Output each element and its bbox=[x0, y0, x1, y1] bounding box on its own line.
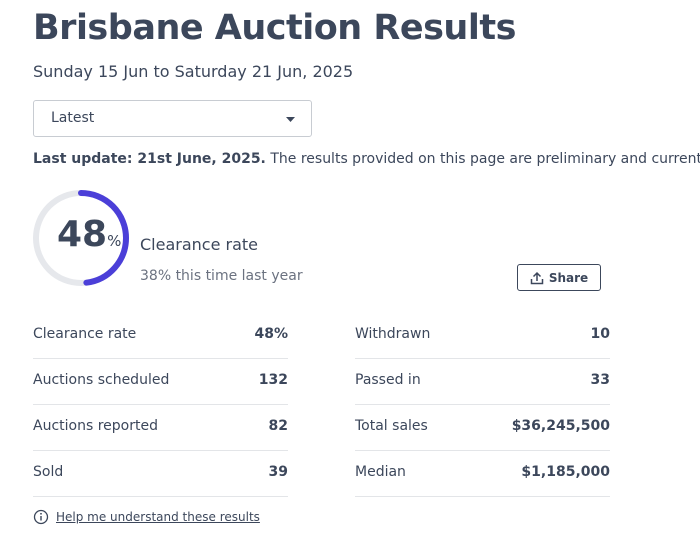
stat-row: Auctions scheduled 132 bbox=[33, 359, 288, 405]
stat-value: $1,185,000 bbox=[521, 464, 610, 480]
stat-row: Passed in 33 bbox=[355, 359, 610, 405]
stat-label: Withdrawn bbox=[355, 326, 431, 342]
share-label: Share bbox=[548, 270, 589, 285]
stat-row: Sold 39 bbox=[33, 451, 288, 497]
gauge-number: 48 bbox=[57, 214, 108, 255]
stat-value: 132 bbox=[258, 372, 288, 388]
dropdown[interactable]: Latest bbox=[33, 100, 312, 137]
stat-label: Median bbox=[355, 464, 406, 480]
stat-row: Clearance rate 48% bbox=[33, 313, 288, 359]
stat-row: Total sales $36,245,500 bbox=[355, 405, 610, 451]
help-text: Help me understand these results bbox=[56, 510, 260, 524]
gauge-arc bbox=[33, 190, 129, 286]
update-note: Last update: 21st June, 2025. The result… bbox=[33, 151, 700, 167]
dropdown-value: Latest bbox=[51, 110, 95, 126]
stat-value: 10 bbox=[590, 326, 610, 342]
gauge-label: Clearance rate bbox=[140, 235, 259, 254]
date-range: Sunday 15 Jun to Saturday 21 Jun, 2025 bbox=[33, 62, 354, 81]
stat-row: Withdrawn 10 bbox=[355, 313, 610, 359]
page-title: Brisbane Auction Results bbox=[33, 8, 516, 48]
gauge bbox=[33, 190, 129, 286]
stat-label: Auctions scheduled bbox=[33, 372, 170, 388]
stat-label: Passed in bbox=[355, 372, 421, 388]
share-icon bbox=[530, 271, 544, 284]
gauge-comparison: 38% this time last year bbox=[140, 268, 303, 284]
stat-value: $36,245,500 bbox=[511, 418, 610, 434]
stat-label: Clearance rate bbox=[33, 326, 137, 342]
stat-label: Total sales bbox=[355, 418, 428, 434]
stat-label: Sold bbox=[33, 464, 64, 480]
info-icon bbox=[33, 509, 49, 525]
update-date: Last update: 21st June, 2025. bbox=[33, 151, 266, 167]
stat-row: Median $1,185,000 bbox=[355, 451, 610, 497]
update-text: The results provided on this page are pr… bbox=[270, 151, 700, 167]
gauge-unit: % bbox=[107, 232, 122, 250]
share-button[interactable]: Share bbox=[517, 264, 601, 291]
stat-value: 39 bbox=[268, 464, 288, 480]
help-link[interactable]: Help me understand these results bbox=[33, 509, 260, 525]
stat-label: Auctions reported bbox=[33, 418, 158, 434]
gauge-value: 48% bbox=[57, 214, 121, 255]
stat-value: 33 bbox=[590, 372, 610, 388]
stat-value: 48% bbox=[254, 326, 288, 342]
stat-row: Auctions reported 82 bbox=[33, 405, 288, 451]
dropdown-caret bbox=[286, 117, 295, 122]
stat-value: 82 bbox=[268, 418, 288, 434]
